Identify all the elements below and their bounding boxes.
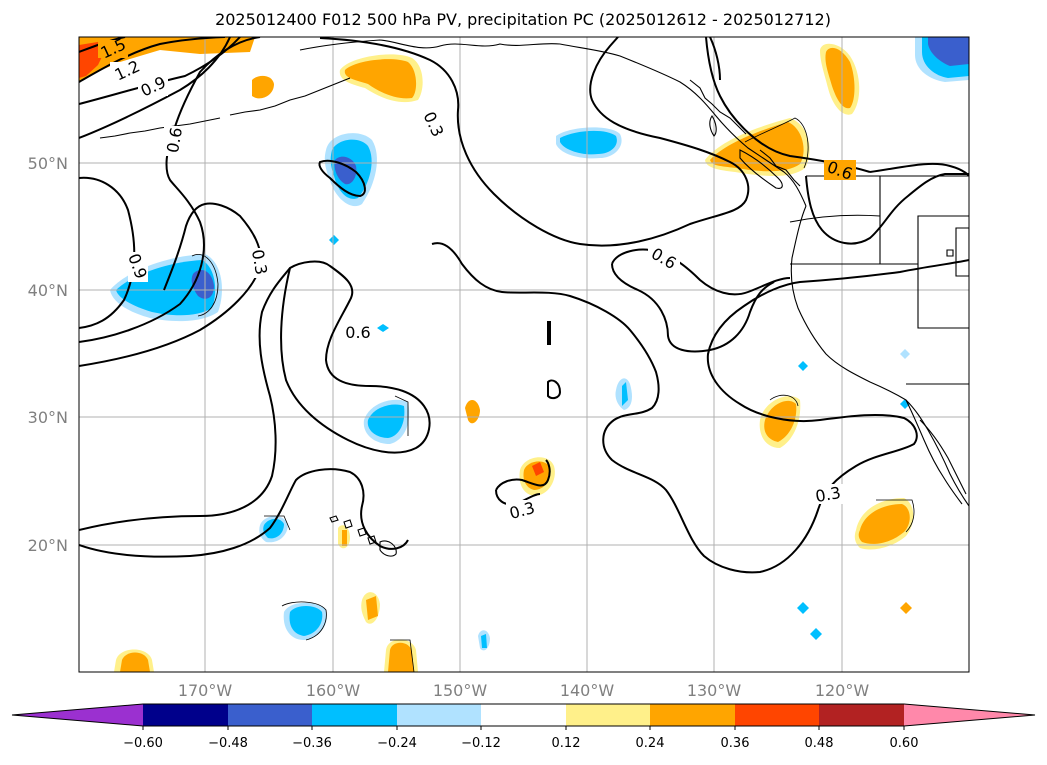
latitude-labels: 50°N 40°N 30°N 20°N [28, 154, 68, 555]
colorbar-tick-label: −0.36 [292, 736, 332, 751]
contour-label-0-3-west: 0.3 [248, 248, 271, 276]
colorbar-segment [819, 704, 904, 726]
lon-label-160w: 160°W [306, 681, 361, 700]
colorbar-tick-label: 0.12 [552, 736, 581, 751]
lat-label-40n: 40°N [28, 281, 68, 300]
lat-label-20n: 20°N [28, 536, 68, 555]
colorbar-extend-low [12, 704, 143, 726]
gridlines [79, 37, 969, 672]
colorbar-segment [397, 704, 481, 726]
precip-outlines [191, 117, 915, 672]
colorbar-segment [481, 704, 566, 726]
colorbar-segment [143, 704, 228, 726]
lon-label-170w: 170°W [178, 681, 233, 700]
colorbar-tick-label: 0.36 [721, 736, 750, 751]
lon-label-140w: 140°W [560, 681, 615, 700]
contour-label-0-6-center: 0.6 [345, 323, 370, 342]
colorbar-extend-high [904, 704, 1035, 726]
colorbar: −0.60 −0.48 −0.36 −0.24 −0.12 0.12 0.24 … [11, 703, 1036, 751]
colorbar-tick-label: −0.12 [461, 736, 501, 751]
longitude-labels: 170°W 160°W 150°W 140°W 130°W 120°W [178, 681, 870, 700]
colorbar-segment [650, 704, 735, 726]
precip-shading [79, 37, 969, 672]
pv-contours [79, 37, 969, 574]
coastlines [99, 39, 969, 557]
figure-title: 2025012400 F012 500 hPa PV, precipitatio… [215, 10, 831, 29]
colorbar-tick-label: −0.60 [123, 736, 163, 751]
map-panel: 1.5 1.2 0.9 0.6 0.9 0.3 0.3 0.6 0.6 0.3 [78, 36, 970, 673]
contour-label-0-3-southeast: 0.3 [814, 483, 842, 506]
lon-label-120w: 120°W [815, 681, 870, 700]
colorbar-tick-label: −0.24 [377, 736, 417, 751]
colorbar-tick-label: −0.48 [208, 736, 248, 751]
lon-label-130w: 130°W [687, 681, 742, 700]
colorbar-segment [228, 704, 312, 726]
contour-label-0-6-left: 0.6 [163, 126, 186, 154]
colorbar-tick-label: 0.24 [636, 736, 665, 751]
colorbar-tick-label: 0.60 [890, 736, 919, 751]
colorbar-segment [735, 704, 819, 726]
lat-label-50n: 50°N [28, 154, 68, 173]
colorbar-segment [566, 704, 650, 726]
lat-label-30n: 30°N [28, 408, 68, 427]
lon-label-150w: 150°W [433, 681, 488, 700]
colorbar-tick-label: 0.48 [805, 736, 834, 751]
colorbar-segment [312, 704, 397, 726]
